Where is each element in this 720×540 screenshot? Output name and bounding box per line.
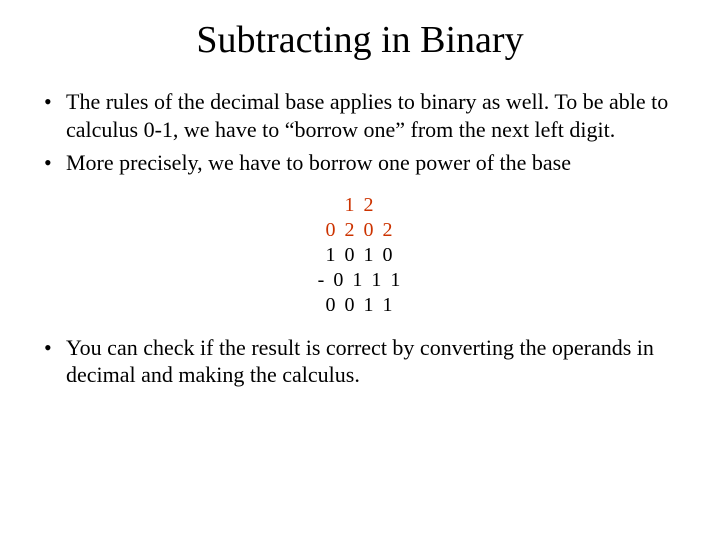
- slide: Subtracting in Binary The rules of the d…: [0, 0, 720, 540]
- bullet-list-after: You can check if the result is correct b…: [38, 334, 682, 389]
- slide-title: Subtracting in Binary: [30, 18, 690, 62]
- binary-example: 1 2 0 2 0 2 1 0 1 0 - 0 1 1 1 0 0 1 1: [30, 193, 690, 318]
- bullet-item: You can check if the result is correct b…: [38, 334, 682, 389]
- example-row-borrow1: 1 2: [30, 193, 690, 218]
- bullet-item: More precisely, we have to borrow one po…: [38, 149, 682, 177]
- bullet-item: The rules of the decimal base applies to…: [38, 88, 682, 143]
- example-row-subtrahend: - 0 1 1 1: [30, 268, 690, 293]
- example-row-result: 0 0 1 1: [30, 293, 690, 318]
- example-row-minuend: 1 0 1 0: [30, 243, 690, 268]
- example-row-borrow2: 0 2 0 2: [30, 218, 690, 243]
- bullet-list: The rules of the decimal base applies to…: [38, 88, 682, 177]
